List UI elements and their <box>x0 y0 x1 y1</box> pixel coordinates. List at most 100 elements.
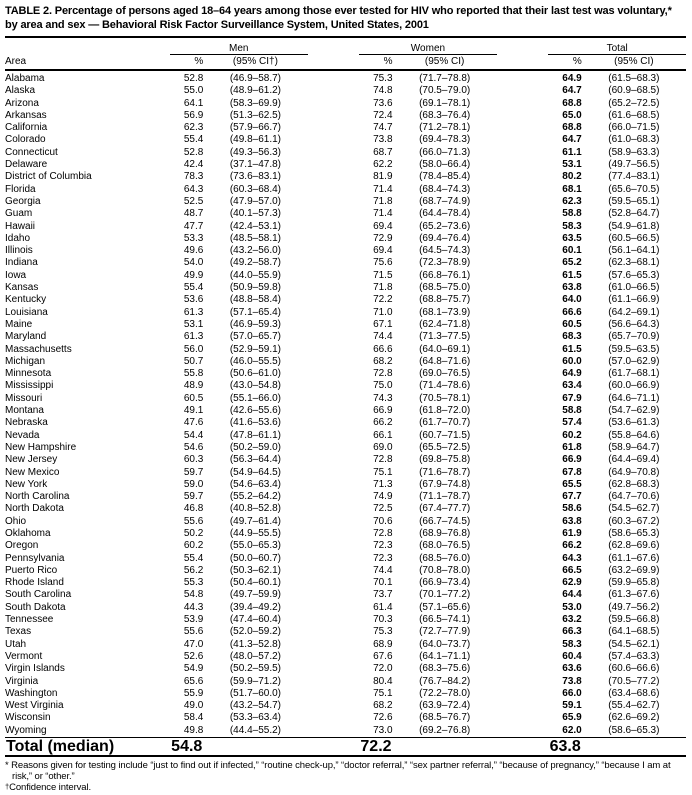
gap <box>497 270 549 282</box>
total-pct-cell: 65.0 <box>562 109 582 121</box>
women-pct-cell: 74.7 <box>373 122 393 134</box>
men-ci-cell: (37.1–47.8) <box>229 159 281 171</box>
area-cell: Missouri <box>5 392 43 404</box>
total-pct-cell: 61.9 <box>562 527 582 539</box>
total-ci-cell: (59.5–65.1) <box>608 195 660 207</box>
gap <box>308 159 360 171</box>
men-ci-cell: (49.2–58.7) <box>229 257 281 269</box>
men-ci-cell: (48.9–61.2) <box>229 85 281 97</box>
women-pct-cell: 73.7 <box>373 589 393 601</box>
total-ci-cell: (61.1–67.6) <box>608 552 660 564</box>
table-row: Wisconsin 58.4 (53.3–63.4) 72.6 (68.5–76… <box>5 712 686 724</box>
total-ci-cell: (64.4–69.4) <box>608 454 660 466</box>
gap <box>497 159 549 171</box>
men-pct-cell: 53.1 <box>183 318 204 330</box>
gap <box>497 184 549 196</box>
area-cell: Rhode Island <box>5 577 64 589</box>
gap <box>308 233 360 245</box>
gap <box>308 393 360 405</box>
men-ci-cell: (54.6–63.4) <box>229 478 281 490</box>
women-ci-cell: (64.0–69.1) <box>419 343 471 355</box>
total-women-ci <box>392 737 497 758</box>
women-pct-cell: 75.0 <box>373 380 393 392</box>
men-ci-cell: (49.3–56.3) <box>229 146 281 158</box>
total-pct-cell: 64.9 <box>562 368 582 380</box>
men-ci-cell: (44.0–55.9) <box>229 269 281 281</box>
total-pct-cell: 60.4 <box>562 650 582 662</box>
gap <box>497 331 549 343</box>
area-cell: Minnesota <box>5 368 52 380</box>
gap <box>308 639 360 651</box>
area-cell: Indiana <box>5 257 38 269</box>
men-pct-cell: 56.9 <box>183 109 204 121</box>
area-cell: Wyoming <box>5 724 47 736</box>
table-row: South Carolina 54.8 (49.7–59.9) 73.7 (70… <box>5 589 686 601</box>
total-pct-cell: 63.2 <box>562 614 582 626</box>
women-pct-cell: 72.3 <box>373 552 393 564</box>
women-pct-cell: 75.6 <box>373 257 393 269</box>
gap <box>308 270 360 282</box>
gap <box>497 257 549 269</box>
women-pct-cell: 61.4 <box>373 601 393 613</box>
table-row: Nevada 54.4 (47.8–61.1) 66.1 (60.7–71.5)… <box>5 430 686 442</box>
women-pct-cell: 73.6 <box>373 97 393 109</box>
men-ci-cell: (48.8–58.4) <box>229 294 281 306</box>
gap <box>308 344 360 356</box>
gap <box>497 171 549 183</box>
men-ci-cell: (57.9–66.7) <box>229 122 281 134</box>
men-ci-cell: (58.3–69.9) <box>229 97 281 109</box>
gap <box>308 712 360 724</box>
women-pct-cell: 71.8 <box>373 282 393 294</box>
men-pct-cell: 49.0 <box>183 700 204 712</box>
total-ci-cell: (64.1–68.5) <box>608 626 660 638</box>
men-ci-cell: (54.9–64.5) <box>229 466 281 478</box>
gap <box>308 70 360 85</box>
gap <box>497 626 549 638</box>
gap <box>308 331 360 343</box>
total-ci-cell: (58.6–65.3) <box>608 527 660 539</box>
men-ci-cell: (43.2–56.0) <box>229 245 281 257</box>
gap <box>497 540 549 552</box>
gap <box>308 307 360 319</box>
column-header-row: Area % (95% CI†) % (95% CI) % (95% CI) <box>5 54 686 71</box>
gap <box>497 85 549 97</box>
women-pct-header: % <box>359 54 393 71</box>
table-row: Texas 55.6 (52.0–59.2) 75.3 (72.7–77.9) … <box>5 626 686 638</box>
gap <box>497 393 549 405</box>
total-pct-cell: 64.7 <box>562 85 582 97</box>
table-row: Maryland 61.3 (57.0–65.7) 74.4 (71.3–77.… <box>5 331 686 343</box>
gap <box>308 171 360 183</box>
gap <box>308 467 360 479</box>
women-pct-cell: 71.0 <box>373 306 393 318</box>
total-ci-cell: (54.5–62.7) <box>608 503 660 515</box>
women-ci-cell: (64.5–74.3) <box>419 245 471 257</box>
women-pct-cell: 81.9 <box>373 171 393 183</box>
women-ci-cell: (72.2–78.0) <box>419 687 471 699</box>
men-pct-cell: 55.6 <box>183 626 204 638</box>
area-cell: Arkansas <box>5 109 47 121</box>
gap <box>308 688 360 700</box>
total-ci-cell: (70.5–77.2) <box>608 675 660 687</box>
men-ci-cell: (50.9–59.8) <box>229 282 281 294</box>
men-pct-cell: 52.8 <box>183 146 204 158</box>
gap <box>497 196 549 208</box>
gap <box>308 380 360 392</box>
men-pct-cell: 55.8 <box>183 368 204 380</box>
area-cell: South Dakota <box>5 601 66 613</box>
men-pct-cell: 55.4 <box>183 134 204 146</box>
women-pct-cell: 72.8 <box>373 454 393 466</box>
table-row: District of Columbia 78.3 (73.6–83.1) 81… <box>5 171 686 183</box>
table-row: Washington 55.9 (51.7–60.0) 75.1 (72.2–7… <box>5 688 686 700</box>
gap <box>497 294 549 306</box>
men-ci-cell: (55.1–66.0) <box>229 392 281 404</box>
women-ci-cell: (68.5–76.0) <box>419 552 471 564</box>
area-cell: New Hampshire <box>5 441 77 453</box>
men-pct-cell: 42.4 <box>183 159 204 171</box>
table-header: Men Women Total Area % (95% CI†) % (95% … <box>5 37 686 71</box>
men-ci-cell: (50.4–60.1) <box>229 577 281 589</box>
table-row: Pennsylvania 55.4 (50.0–60.7) 72.3 (68.5… <box>5 553 686 565</box>
women-pct-cell: 72.5 <box>373 503 393 515</box>
women-pct-cell: 70.6 <box>373 515 393 527</box>
women-pct-cell: 72.4 <box>373 109 393 121</box>
gap <box>308 528 360 540</box>
